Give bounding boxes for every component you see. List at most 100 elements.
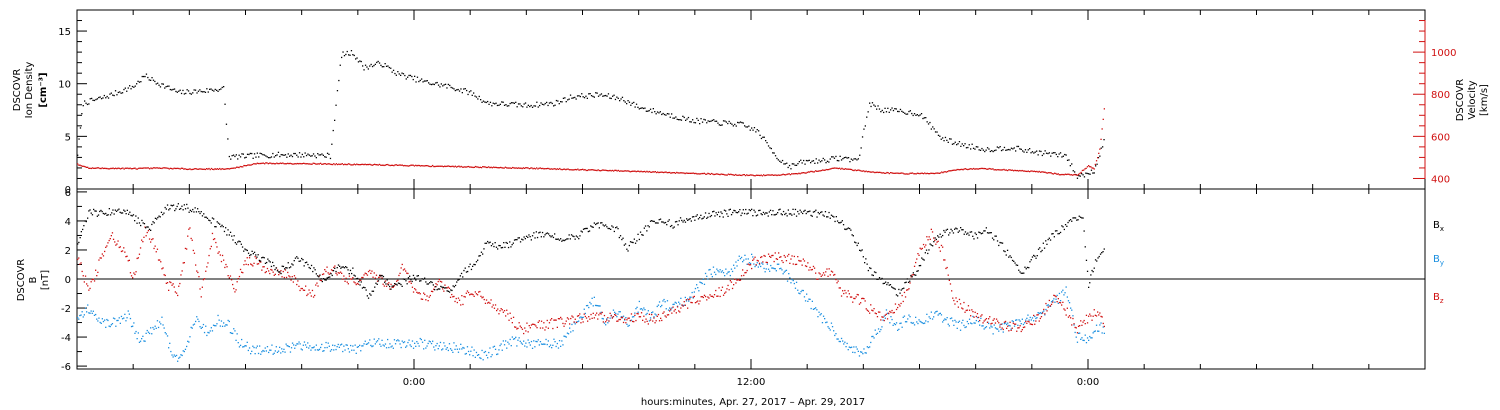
by-series-point (407, 341, 409, 344)
ion-density-series-point (871, 102, 874, 104)
velocity-series-point (116, 168, 118, 170)
velocity-series-point (576, 169, 578, 171)
bz-series-point (684, 304, 686, 306)
bz-series-point (430, 290, 433, 292)
bz-series-point (306, 294, 308, 297)
by-series-point (462, 346, 464, 349)
ion-density-series-point (96, 98, 98, 100)
bz-series-point (92, 278, 94, 280)
bz-series-point (284, 269, 287, 271)
ion-density-series-point (338, 79, 340, 82)
bx-series-point (732, 211, 734, 214)
by-series-point (672, 303, 674, 306)
velocity-series-point (975, 168, 977, 170)
bz-series-point (876, 316, 879, 318)
velocity-series-point (592, 169, 594, 171)
bx-series-point (484, 242, 486, 244)
bz-series-point (314, 294, 316, 297)
velocity-series-point (302, 162, 305, 164)
bz-series-point (361, 276, 363, 279)
by-series-point (925, 320, 927, 322)
bz-series-point (813, 267, 816, 269)
x-tick-label: 0:00 (403, 377, 425, 388)
bx-series-point (374, 286, 376, 288)
velocity-series-point (865, 170, 867, 172)
bz-series-point (1045, 302, 1047, 305)
bz-series-point (1058, 301, 1061, 304)
bz-series-point (256, 263, 258, 265)
bx-series-point (454, 284, 457, 287)
bz-series-point (465, 292, 467, 294)
by-series-point (929, 317, 931, 320)
velocity-series-point (657, 171, 659, 173)
by-series-point (794, 287, 797, 289)
bz-series-point (587, 320, 589, 322)
bz-series-point (452, 296, 454, 298)
velocity-series-point (279, 162, 282, 164)
bx-series-point (170, 204, 172, 206)
ion-density-series-point (148, 79, 150, 81)
bz-series-point (277, 269, 279, 271)
bx-series-point (768, 211, 770, 213)
by-series-point (670, 309, 672, 311)
ion-density-series-point (237, 158, 239, 160)
by-series-point (116, 319, 118, 322)
velocity-series-point (749, 174, 752, 176)
velocity-series-point (1098, 152, 1100, 154)
velocity-series-point (78, 164, 80, 166)
bz-series-point (802, 258, 804, 260)
by-series-point (150, 327, 152, 329)
by-series-point (316, 349, 319, 351)
by-series-point (460, 343, 462, 345)
bz-series-point (1020, 330, 1022, 333)
ion-density-series-point (599, 94, 601, 96)
bx-series-point (294, 257, 297, 259)
ion-density-series-point (112, 94, 114, 96)
velocity-series-point (1036, 170, 1038, 173)
bx-series-point (544, 234, 546, 236)
bx-series-point (358, 281, 360, 283)
bx-series-point (280, 272, 282, 275)
by-series-point (1052, 300, 1054, 302)
bx-series-point (605, 224, 607, 226)
bx-series-point (400, 283, 402, 286)
by-series-point (827, 326, 829, 328)
ion-density-series-point (988, 148, 990, 150)
by-series-point (442, 348, 444, 350)
bz-series-point (266, 267, 269, 270)
bz-series-point (624, 318, 626, 320)
bx-series-point (628, 244, 630, 247)
velocity-series-point (782, 173, 784, 175)
bz-series-point (944, 259, 946, 261)
by-series-point (301, 349, 303, 351)
bz-series-point (88, 289, 90, 291)
bx-series-point (107, 214, 109, 216)
by-series-point (654, 313, 656, 315)
velocity-series-point (577, 168, 579, 170)
by-series-point (678, 301, 680, 303)
velocity-series-point (740, 174, 742, 176)
by-series-point (457, 351, 460, 353)
bx-series-point (991, 237, 994, 239)
ion-density-series-point (1029, 148, 1031, 150)
velocity-series-point (969, 168, 971, 170)
velocity-series-point (506, 167, 508, 169)
velocity-series-point (729, 173, 731, 176)
by-series-point (1028, 319, 1030, 321)
by-series-point (880, 328, 882, 331)
ion-density-series-point (637, 106, 639, 108)
ion-density-series-point (1037, 154, 1039, 156)
ion-density-series-point (388, 66, 390, 69)
by-series-point (506, 347, 508, 349)
bz-series-point (334, 265, 336, 267)
bx-series-point (261, 257, 263, 259)
by-series-point (1098, 330, 1100, 332)
bx-series-point (347, 269, 349, 271)
bx-series-point (834, 220, 836, 223)
velocity-series-point (601, 169, 603, 172)
ion-density-series-point (683, 116, 685, 119)
bz-series-point (899, 305, 901, 307)
bx-series-point (1063, 228, 1065, 231)
bx-series-point (989, 232, 991, 234)
bx-series-point (320, 278, 322, 280)
